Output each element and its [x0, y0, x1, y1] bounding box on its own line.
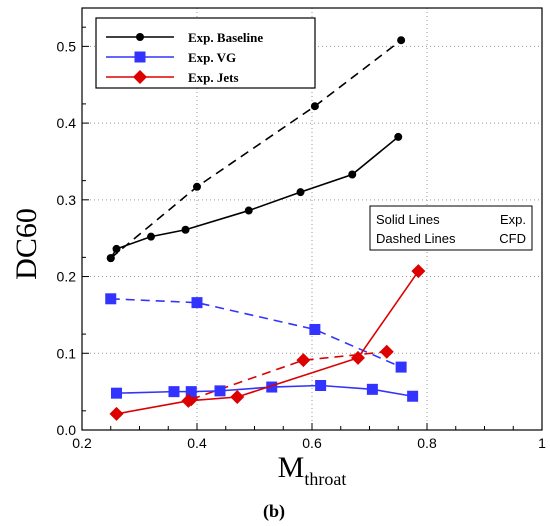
data-point — [348, 170, 357, 179]
y-tick-label: 0.2 — [57, 269, 77, 285]
data-point — [111, 387, 122, 399]
data-point — [191, 297, 203, 309]
y-tick-label: 0.0 — [57, 422, 77, 438]
data-point — [366, 383, 378, 395]
note-source-label: CFD — [499, 231, 526, 246]
data-point — [379, 344, 394, 359]
data-point — [309, 323, 321, 335]
data-point — [109, 406, 124, 421]
note-style-label: Solid Lines — [376, 212, 440, 227]
legend-label: Exp. VG — [188, 50, 236, 65]
x-axis-label-main: M — [278, 451, 305, 484]
note-box — [369, 205, 533, 251]
data-point — [266, 381, 278, 393]
data-point — [395, 361, 407, 373]
legend-entry: Exp. Jets — [106, 70, 239, 85]
x-axis-label: Mthroat — [278, 451, 347, 489]
x-tick-label: 0.8 — [417, 435, 437, 451]
x-tick-label: 0.2 — [72, 435, 92, 451]
data-point — [394, 132, 403, 141]
y-tick-label: 0.1 — [57, 345, 77, 361]
series-layer — [105, 36, 426, 421]
note-style-label: Dashed Lines — [376, 231, 456, 246]
data-point — [214, 385, 226, 397]
data-point — [181, 225, 190, 234]
data-point — [230, 390, 245, 405]
data-point — [105, 293, 117, 305]
data-point — [181, 393, 196, 408]
series-line — [110, 136, 399, 259]
legend-marker — [134, 51, 146, 63]
legend-label: Exp. Jets — [188, 70, 239, 85]
y-tick-label: 0.3 — [57, 192, 77, 208]
x-tick-label: 1 — [538, 435, 546, 451]
data-point — [407, 390, 419, 402]
data-point — [147, 232, 155, 241]
series-exp-square — [111, 379, 419, 402]
x-tick-label: 0.4 — [187, 435, 207, 451]
data-point — [185, 386, 197, 398]
series-exp-circle — [106, 132, 403, 263]
data-point — [397, 36, 406, 45]
legend-entry: Exp. VG — [106, 50, 236, 65]
data-point — [310, 102, 319, 111]
data-point — [315, 379, 327, 391]
y-tick-label: 0.4 — [57, 115, 77, 131]
data-point — [351, 350, 365, 365]
legend-label: Exp. Baseline — [188, 30, 263, 45]
axis-ticks: 0.2 0.4 0.6 0.8 1 0.0 0.1 0.2 0.3 0.4 0.5 — [57, 26, 546, 451]
x-axis-label-sub: throat — [304, 469, 346, 489]
data-point — [244, 206, 253, 215]
series-cfd-square — [105, 293, 407, 373]
legend: Exp. Baseline Exp. VG Exp. Jets — [95, 17, 316, 89]
panel-label: (b) — [263, 501, 285, 522]
legend-marker — [136, 33, 144, 41]
legend-entry: Exp. Baseline — [106, 30, 263, 45]
data-point — [106, 254, 115, 263]
x-tick-label: 0.6 — [302, 435, 322, 451]
line-style-note: Solid Lines Exp. Dashed Lines CFD — [369, 205, 533, 251]
legend-marker — [133, 70, 147, 84]
data-point — [411, 264, 426, 279]
y-tick-label: 0.5 — [57, 38, 77, 54]
series-line — [110, 39, 402, 259]
series-exp-diamond — [109, 264, 426, 421]
data-point — [296, 353, 311, 368]
series-cfd-diamond — [184, 344, 394, 407]
data-point — [193, 182, 201, 191]
note-source-label: Exp. — [500, 212, 526, 227]
y-axis-label: DC60 — [10, 208, 43, 280]
data-point — [112, 244, 121, 253]
data-point — [168, 386, 180, 398]
data-point — [296, 188, 305, 197]
